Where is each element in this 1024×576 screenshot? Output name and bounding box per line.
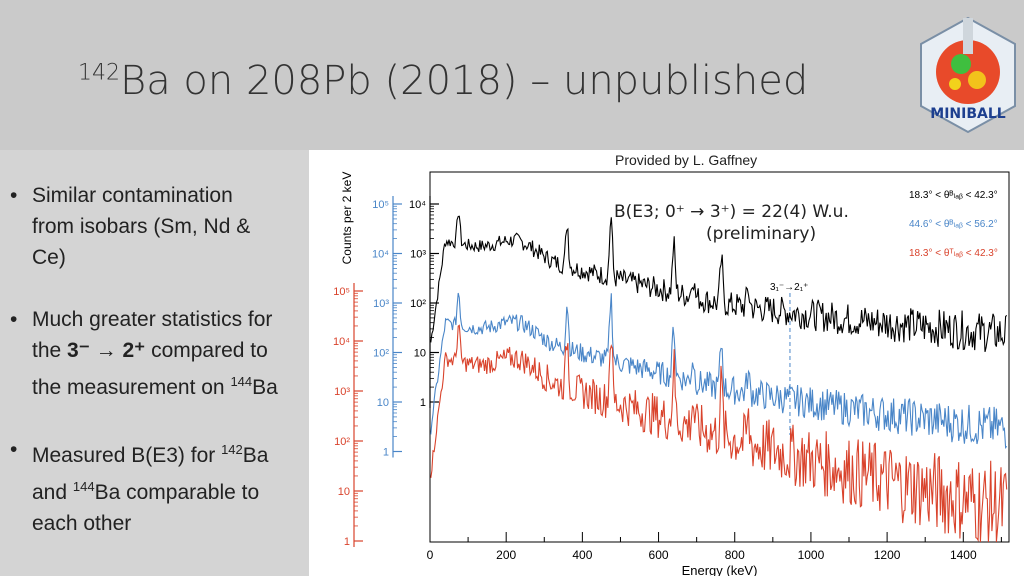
red-y-axis-tick-label: 10³ <box>334 386 350 398</box>
x-tick-label: 400 <box>572 548 592 562</box>
spectrum-trace-1 <box>430 292 1008 449</box>
x-tick-label: 600 <box>649 548 669 562</box>
legend-entry-2: 18.3° < θᵀₗₐᵦ < 42.3° <box>909 248 998 259</box>
x-axis-label: Energy (keV) <box>682 563 758 576</box>
x-tick-label: 200 <box>496 548 516 562</box>
blue-y-axis-tick-label: 10⁴ <box>372 249 389 261</box>
miniball-logo: MINIBALL <box>920 16 1016 134</box>
blue-y-axis-tick-label: 10⁵ <box>372 199 389 211</box>
x-tick-label: 800 <box>725 548 745 562</box>
black-y-axis-tick-label: 10² <box>410 298 426 310</box>
red-y-axis-tick-label: 10² <box>334 436 350 448</box>
legend-entry-1: 44.6° < θᴮₗₐᵦ < 56.2° <box>909 219 998 230</box>
bullet-statistics: Much greater statistics for the 3⁻ → 2⁺ … <box>8 304 308 403</box>
x-tick-label: 1400 <box>950 548 977 562</box>
spectrum-trace-2 <box>430 324 1008 543</box>
red-y-axis-tick-label: 10 <box>338 486 350 498</box>
credit-text: Provided by L. Gaffney <box>615 152 758 168</box>
black-y-axis-tick-label: 10 <box>414 348 426 360</box>
y-axis-label: Counts per 2 keV <box>340 172 354 265</box>
slide-title: 142Ba on 208Pb (2018) – unpublished <box>78 58 809 104</box>
red-y-axis-tick-label: 10⁵ <box>333 286 350 298</box>
red-y-axis-tick-label: 10⁴ <box>333 336 350 348</box>
preliminary-annotation: (preliminary) <box>706 224 816 244</box>
header-band <box>0 0 1024 150</box>
blue-y-axis-tick-label: 1 <box>383 447 389 459</box>
gamma-spectrum-chart: 0 200 400 600 800 1000 1200 1400 Energy (keV) 10⁴… <box>333 171 1010 576</box>
bullet-be3: Measured B(E3) for 142Ba and 144Ba compa… <box>8 434 308 539</box>
bullet-contamination: Similar contamination from isobars (Sm, … <box>8 180 308 273</box>
black-y-axis-tick-label: 10³ <box>410 249 426 261</box>
svg-text:MINIBALL: MINIBALL <box>930 106 1005 122</box>
blue-y-axis-tick-label: 10³ <box>373 298 389 310</box>
black-y-axis-tick-label: 1 <box>420 397 426 409</box>
blue-y-axis-tick-label: 10² <box>373 348 389 360</box>
bullet-list: Similar contamination from isobars (Sm, … <box>8 180 308 570</box>
x-tick-label: 0 <box>427 548 434 562</box>
black-y-axis-tick-label: 10⁴ <box>409 199 426 211</box>
transition-label: 3₁⁻→2₁⁺ <box>770 282 808 293</box>
spectrum-trace-0 <box>430 215 1008 353</box>
be3-annotation: B(E3; 0⁺ → 3⁺) = 22(4) W.u. <box>614 202 849 222</box>
red-y-axis-tick-label: 1 <box>344 536 350 548</box>
blue-y-axis-tick-label: 10 <box>377 397 389 409</box>
legend-entry-0: 18.3° < θᴮₗₐᵦ < 42.3° <box>909 190 998 201</box>
x-tick-label: 1200 <box>874 548 901 562</box>
x-tick-label: 1000 <box>798 548 825 562</box>
